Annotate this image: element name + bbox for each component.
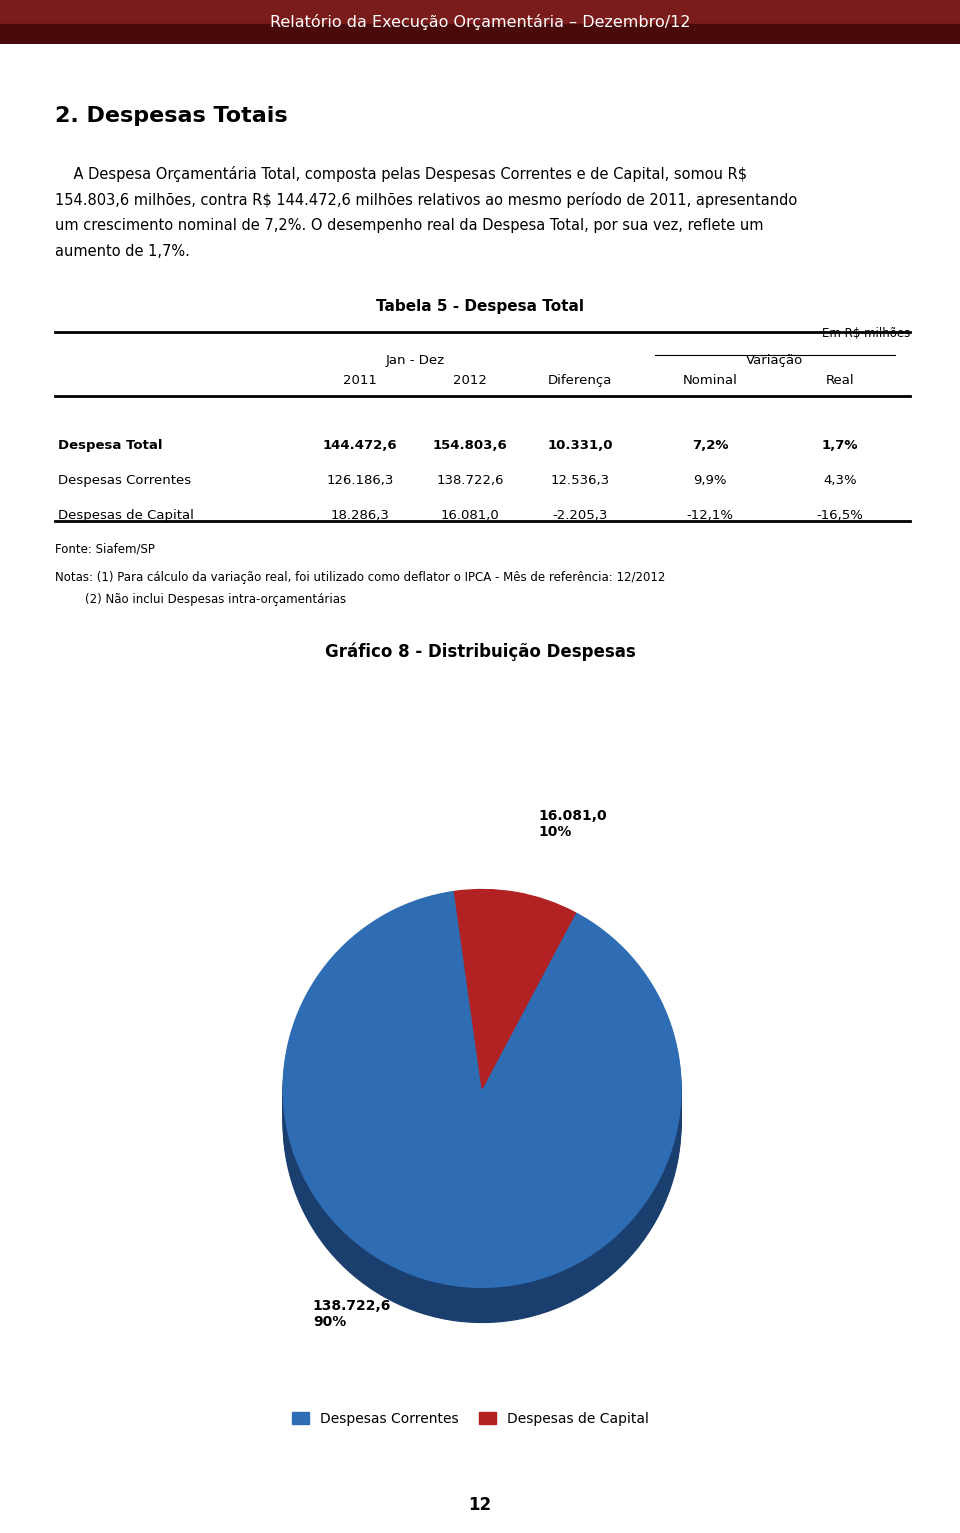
Text: 154.803,6: 154.803,6 bbox=[433, 438, 508, 452]
Text: 16.081,0
10%: 16.081,0 10% bbox=[539, 809, 607, 840]
Text: 2012: 2012 bbox=[453, 374, 487, 388]
Wedge shape bbox=[454, 911, 575, 1108]
Text: aumento de 1,7%.: aumento de 1,7%. bbox=[55, 244, 190, 259]
Text: 138.722,6: 138.722,6 bbox=[436, 474, 504, 487]
Text: -2.205,3: -2.205,3 bbox=[552, 509, 608, 523]
Wedge shape bbox=[454, 889, 575, 1088]
Text: Despesas Correntes: Despesas Correntes bbox=[58, 474, 191, 487]
Wedge shape bbox=[283, 892, 681, 1288]
Text: Variação: Variação bbox=[746, 354, 804, 368]
Text: Relatório da Execução Orçamentária – Dezembro/12: Relatório da Execução Orçamentária – Dez… bbox=[270, 14, 690, 29]
Wedge shape bbox=[454, 892, 575, 1091]
Wedge shape bbox=[454, 908, 575, 1105]
Wedge shape bbox=[283, 894, 681, 1291]
Legend: Despesas Correntes, Despesas de Capital: Despesas Correntes, Despesas de Capital bbox=[286, 1406, 655, 1432]
Text: 12.536,3: 12.536,3 bbox=[550, 474, 610, 487]
Text: 18.286,3: 18.286,3 bbox=[330, 509, 390, 523]
Text: 154.803,6 milhões, contra R$ 144.472,6 milhões relativos ao mesmo período de 201: 154.803,6 milhões, contra R$ 144.472,6 m… bbox=[55, 192, 797, 207]
Wedge shape bbox=[454, 921, 575, 1121]
Text: Gráfico 8 - Distribuição Despesas: Gráfico 8 - Distribuição Despesas bbox=[324, 642, 636, 661]
Text: Tabela 5 - Despesa Total: Tabela 5 - Despesa Total bbox=[376, 299, 584, 314]
Text: 12: 12 bbox=[468, 1496, 492, 1515]
Text: A Despesa Orçamentária Total, composta pelas Despesas Correntes e de Capital, so: A Despesa Orçamentária Total, composta p… bbox=[55, 166, 747, 182]
Text: Despesa Total: Despesa Total bbox=[58, 438, 162, 452]
Text: 1,7%: 1,7% bbox=[822, 438, 858, 452]
Wedge shape bbox=[283, 921, 681, 1317]
Wedge shape bbox=[283, 903, 681, 1298]
Text: -12,1%: -12,1% bbox=[686, 509, 733, 523]
Text: Fonte: Siafem/SP: Fonte: Siafem/SP bbox=[55, 543, 155, 556]
Wedge shape bbox=[454, 918, 575, 1118]
Text: Notas: (1) Para cálculo da variação real, foi utilizado como deflator o IPCA - M: Notas: (1) Para cálculo da variação real… bbox=[55, 570, 665, 584]
Wedge shape bbox=[454, 915, 575, 1114]
Text: Despesas de Capital: Despesas de Capital bbox=[58, 509, 194, 523]
Text: Nominal: Nominal bbox=[683, 374, 737, 388]
Text: 10.331,0: 10.331,0 bbox=[547, 438, 612, 452]
Text: 138.722,6
90%: 138.722,6 90% bbox=[313, 1298, 391, 1329]
Bar bbox=[0, 0, 960, 25]
Wedge shape bbox=[283, 926, 681, 1323]
Text: 16.081,0: 16.081,0 bbox=[441, 509, 499, 523]
Text: 144.472,6: 144.472,6 bbox=[323, 438, 397, 452]
Text: (2) Não inclui Despesas intra-orçamentárias: (2) Não inclui Despesas intra-orçamentár… bbox=[55, 593, 347, 606]
Wedge shape bbox=[283, 909, 681, 1305]
Text: 9,9%: 9,9% bbox=[693, 474, 727, 487]
Wedge shape bbox=[283, 897, 681, 1294]
Wedge shape bbox=[454, 914, 575, 1111]
Text: 7,2%: 7,2% bbox=[692, 438, 729, 452]
Text: Jan - Dez: Jan - Dez bbox=[385, 354, 444, 368]
Text: 4,3%: 4,3% bbox=[823, 474, 857, 487]
Text: -16,5%: -16,5% bbox=[817, 509, 863, 523]
Text: Em R$ milhões: Em R$ milhões bbox=[822, 328, 910, 340]
Bar bbox=[0, 25, 960, 43]
Text: 126.186,3: 126.186,3 bbox=[326, 474, 394, 487]
Wedge shape bbox=[454, 904, 575, 1104]
Wedge shape bbox=[283, 912, 681, 1308]
Text: 2. Despesas Totais: 2. Despesas Totais bbox=[55, 106, 288, 126]
Wedge shape bbox=[283, 906, 681, 1302]
Text: 2011: 2011 bbox=[343, 374, 377, 388]
Wedge shape bbox=[283, 918, 681, 1314]
Text: Diferença: Diferença bbox=[548, 374, 612, 388]
Wedge shape bbox=[283, 915, 681, 1311]
Wedge shape bbox=[454, 924, 575, 1124]
Wedge shape bbox=[454, 895, 575, 1095]
Wedge shape bbox=[454, 898, 575, 1098]
Text: um crescimento nominal de 7,2%. O desempenho real da Despesa Total, por sua vez,: um crescimento nominal de 7,2%. O desemp… bbox=[55, 218, 763, 233]
Wedge shape bbox=[454, 901, 575, 1101]
Text: Real: Real bbox=[826, 374, 854, 388]
Wedge shape bbox=[283, 900, 681, 1295]
Wedge shape bbox=[283, 924, 681, 1320]
